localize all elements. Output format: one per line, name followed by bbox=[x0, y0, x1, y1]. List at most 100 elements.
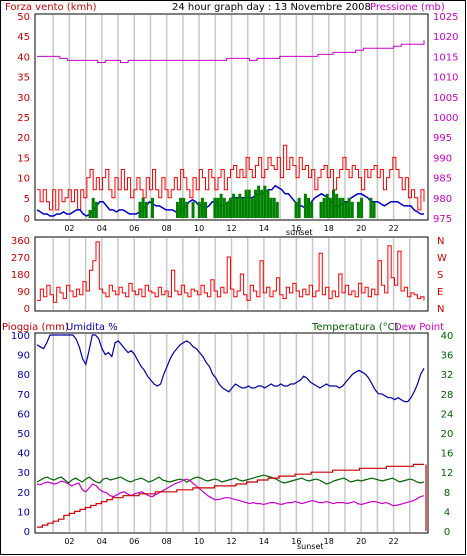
direction-tick-label: 180 bbox=[11, 270, 30, 281]
humidity-tick-label: 100 bbox=[11, 331, 30, 342]
direction-tick-label: 0 bbox=[24, 304, 30, 315]
humidity-tick-label: 40 bbox=[17, 449, 30, 460]
temperature-tick-label: 32 bbox=[441, 370, 454, 381]
hour-tick-label-top: 18 bbox=[324, 224, 334, 233]
dewpoint-axis-title: Dew Point bbox=[394, 322, 444, 333]
hour-tick-label-bottom: 08 bbox=[162, 537, 172, 546]
sunset-label-top: sunset bbox=[286, 228, 313, 237]
wind-green-bar bbox=[338, 197, 342, 218]
humidity-axis-title: Umidita % bbox=[66, 322, 118, 333]
humidity-tick-label: 80 bbox=[17, 370, 30, 381]
hour-tick-label-bottom: 06 bbox=[129, 537, 139, 546]
wind-tick-label: 5 bbox=[24, 194, 30, 205]
wind-tick-label: 35 bbox=[17, 73, 30, 84]
humidity-tick-label: 0 bbox=[24, 527, 30, 538]
pressure-tick-label: 975 bbox=[433, 214, 452, 225]
humidity-series-line bbox=[36, 334, 425, 403]
gust-series-line bbox=[37, 144, 425, 211]
compass-label: N bbox=[437, 236, 444, 247]
temperature-tick-label: 20 bbox=[441, 429, 454, 440]
wind-green-bar bbox=[369, 197, 373, 218]
humidity-tick-label: 50 bbox=[17, 429, 30, 440]
wind-green-bar bbox=[175, 201, 179, 218]
wind-green-bar bbox=[319, 201, 323, 218]
hour-tick-label-top: 02 bbox=[64, 224, 74, 233]
wind-green-bar bbox=[241, 197, 245, 218]
wind-tick-label: 15 bbox=[17, 153, 30, 164]
hour-tick-label-top: 22 bbox=[388, 224, 398, 233]
pressure-tick-label: 980 bbox=[433, 194, 452, 205]
wind-green-bar bbox=[219, 193, 223, 218]
wind-green-bar bbox=[150, 197, 154, 218]
compass-label: E bbox=[437, 287, 443, 298]
wind-tick-label: 25 bbox=[17, 113, 30, 124]
hour-tick-label-top: 16 bbox=[291, 224, 301, 233]
humidity-tick-label: 90 bbox=[17, 351, 30, 362]
temperature-tick-label: 40 bbox=[441, 331, 454, 342]
wind-green-bar bbox=[250, 197, 254, 218]
wind-green-bar bbox=[238, 193, 242, 218]
wind-green-bar bbox=[222, 197, 226, 218]
hour-tick-label-bottom: 18 bbox=[324, 537, 334, 546]
hour-tick-label-top: 08 bbox=[162, 224, 172, 233]
wind-green-bar bbox=[232, 193, 236, 218]
wind-green-bar bbox=[275, 201, 279, 218]
humidity-tick-label: 60 bbox=[17, 409, 30, 420]
pressure-tick-label: 1020 bbox=[433, 32, 458, 43]
wind-green-bar bbox=[200, 197, 204, 218]
compass-label: N bbox=[437, 304, 444, 315]
wind-green-bar bbox=[144, 201, 148, 218]
wind-green-bar bbox=[138, 201, 142, 218]
compass-label: W bbox=[437, 253, 447, 264]
wind-green-bar bbox=[297, 197, 301, 218]
temperature-series-line bbox=[36, 474, 425, 485]
temperature-tick-label: 12 bbox=[441, 468, 454, 479]
direction-series-line bbox=[37, 241, 425, 303]
wind-green-bar bbox=[141, 197, 145, 218]
wind-green-bar bbox=[185, 201, 189, 218]
direction-tick-label: 270 bbox=[11, 253, 30, 264]
pressure-tick-label: 1015 bbox=[433, 52, 458, 63]
wind-axis-title: Forza vento (kmh) bbox=[5, 2, 97, 13]
sunset-label-bottom: sunset bbox=[297, 542, 324, 551]
wind-tick-label: 0 bbox=[24, 214, 30, 225]
hour-tick-label-top: 06 bbox=[129, 224, 139, 233]
pressure-tick-label: 1025 bbox=[433, 12, 458, 23]
humidity-tick-label: 20 bbox=[17, 488, 30, 499]
temperature-tick-label: 8 bbox=[444, 488, 450, 499]
pressure-tick-label: 985 bbox=[433, 174, 452, 185]
hour-tick-label-bottom: 12 bbox=[226, 537, 236, 546]
pressure-axis-title: Pressione (mb) bbox=[370, 2, 445, 13]
hour-tick-label-bottom: 20 bbox=[356, 537, 366, 546]
hour-tick-label-top: 10 bbox=[194, 224, 204, 233]
wind-green-bar bbox=[331, 189, 335, 218]
wind-green-bar bbox=[335, 193, 339, 218]
pressure-tick-label: 990 bbox=[433, 153, 452, 164]
temperature-tick-label: 4 bbox=[444, 507, 450, 518]
wind-green-bar bbox=[344, 201, 348, 218]
wind-green-bar bbox=[94, 201, 98, 218]
wind-green-bar bbox=[307, 197, 311, 218]
wind-green-bar bbox=[216, 197, 220, 218]
wind-green-bar bbox=[266, 189, 270, 218]
wind-tick-label: 40 bbox=[17, 52, 30, 63]
wind-green-bar bbox=[322, 197, 326, 218]
wind-green-bar bbox=[294, 201, 298, 218]
wind-green-bar bbox=[310, 201, 314, 218]
wind-green-bar bbox=[191, 201, 195, 218]
rain-series-line bbox=[37, 463, 424, 528]
wind-green-bar bbox=[213, 197, 217, 218]
wind-green-bar bbox=[197, 201, 201, 218]
wind-green-bar bbox=[88, 209, 92, 218]
panel-humidity bbox=[34, 332, 429, 534]
panel-wind bbox=[34, 13, 429, 221]
temperature-axis-title: Temperatura (°C) bbox=[311, 322, 399, 333]
wind-green-bar bbox=[204, 201, 208, 218]
wind-green-bar bbox=[247, 189, 251, 218]
humidity-tick-label: 70 bbox=[17, 390, 30, 401]
hour-tick-label-bottom: 14 bbox=[259, 537, 269, 546]
wind-green-bar bbox=[325, 193, 329, 218]
temperature-tick-label: 24 bbox=[441, 409, 454, 420]
